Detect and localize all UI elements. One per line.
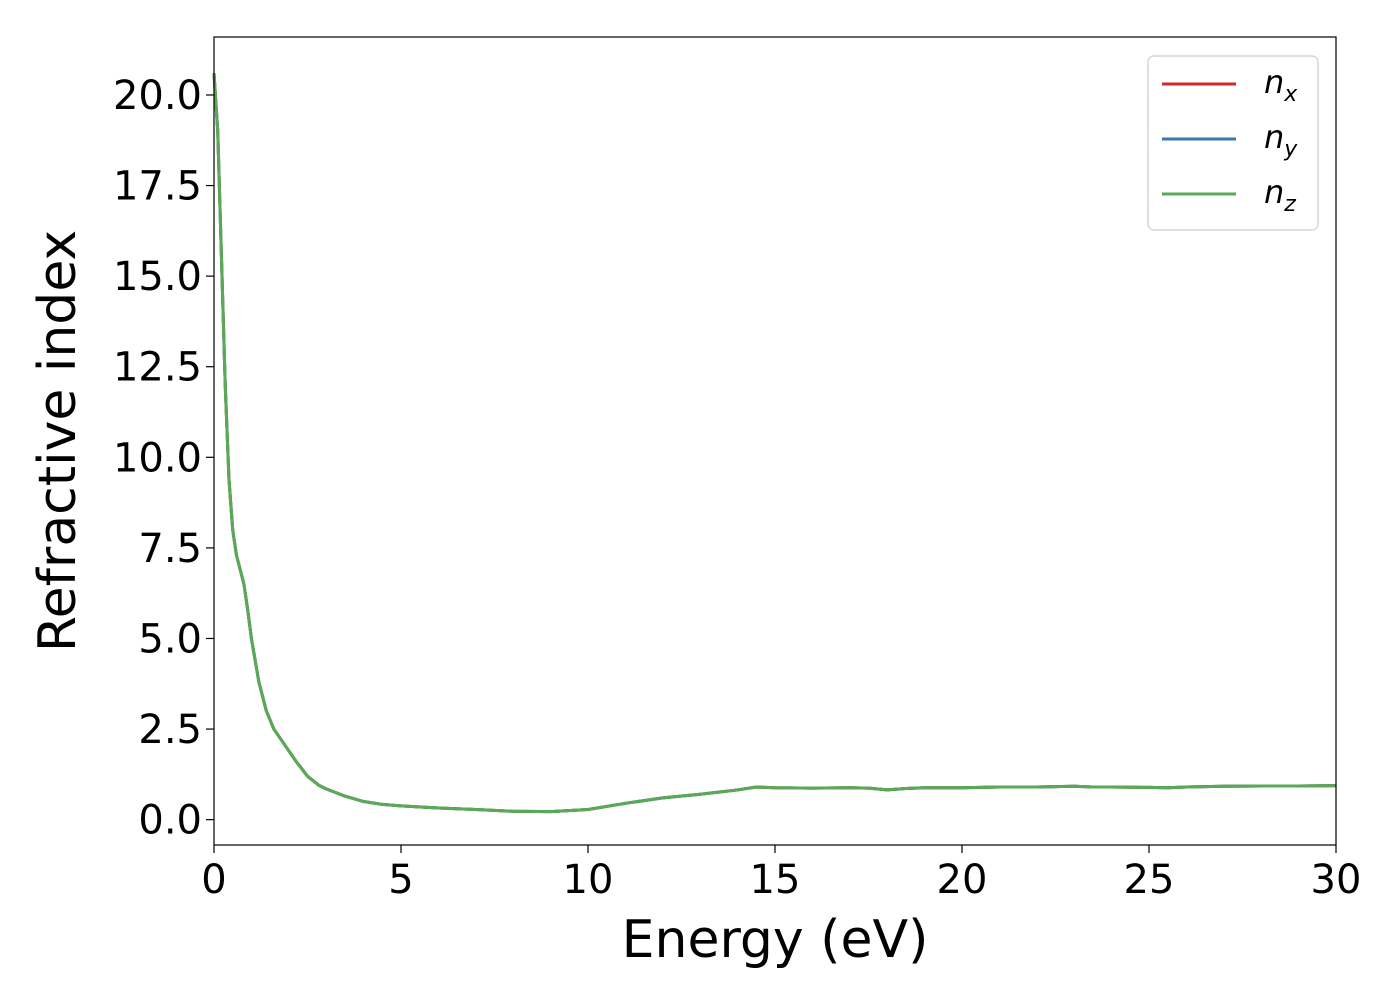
x-tick-label: 0 <box>201 857 226 903</box>
x-tick-label: 5 <box>388 857 413 903</box>
legend-label-y: ny <box>1264 118 1298 162</box>
x-axis-ticks: 0 5 10 15 20 25 30 <box>201 845 1361 903</box>
x-tick-label: 30 <box>1311 857 1362 903</box>
legend-label-subscript: y <box>1283 137 1298 162</box>
legend-label-base: n <box>1264 118 1284 156</box>
y-tick-label: 12.5 <box>113 345 202 391</box>
legend-label-subscript: z <box>1283 192 1296 217</box>
y-tick-label: 10.0 <box>113 435 202 481</box>
legend-label-z: nz <box>1264 173 1296 217</box>
y-axis-ticks: 0.0 2.5 5.0 7.5 10.0 12.5 15.0 17.5 20.0 <box>113 73 214 844</box>
y-tick-label: 17.5 <box>113 164 202 210</box>
series-line-z <box>212 73 1337 814</box>
legend-box <box>1147 55 1319 231</box>
x-axis-label: Energy (eV) <box>622 910 929 970</box>
x-tick-label: 15 <box>750 857 801 903</box>
y-tick-label: 5.0 <box>138 616 202 662</box>
y-tick-label: 7.5 <box>138 526 202 572</box>
y-axis-label: Refractive index <box>28 230 88 652</box>
y-tick-label: 2.5 <box>138 707 202 753</box>
y-tick-label: 15.0 <box>113 254 202 300</box>
series-layer <box>212 73 1337 814</box>
legend-label-base: n <box>1264 173 1284 211</box>
y-tick-label: 20.0 <box>113 73 202 119</box>
legend-label-x: nx <box>1264 63 1298 107</box>
x-tick-label: 25 <box>1124 857 1175 903</box>
legend-label-subscript: x <box>1283 82 1298 107</box>
y-tick-label: 0.0 <box>138 798 202 844</box>
legend-label-base: n <box>1264 63 1284 101</box>
x-tick-label: 10 <box>563 857 614 903</box>
x-tick-label: 20 <box>937 857 988 903</box>
